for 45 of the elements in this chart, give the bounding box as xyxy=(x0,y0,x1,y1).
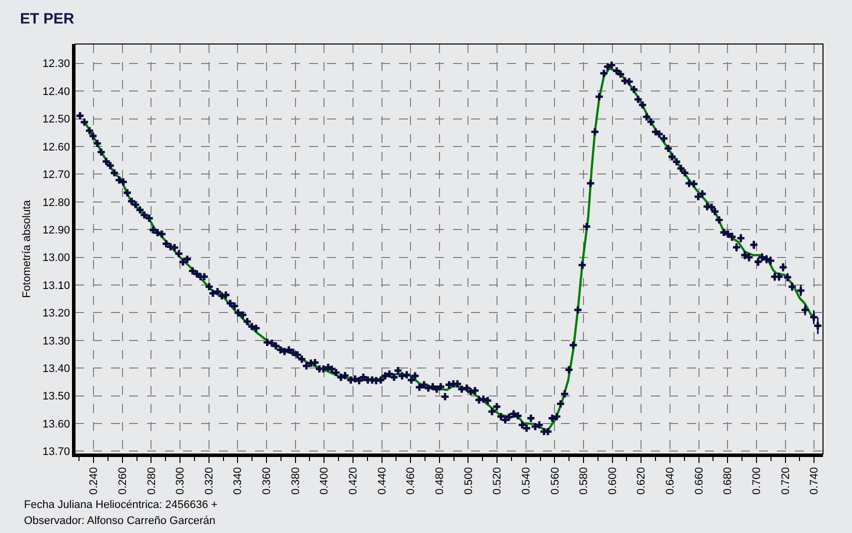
y-tick-label: 12.70 xyxy=(42,169,70,182)
y-tick-label: 12.60 xyxy=(42,141,70,154)
y-tick-label: 13.30 xyxy=(42,335,70,348)
chart-title: ET PER xyxy=(20,10,74,28)
x-tick-label: 0.340 xyxy=(232,467,244,495)
y-tick-label: 12.30 xyxy=(42,58,70,70)
x-tick-label: 0.660 xyxy=(693,467,706,495)
x-tick-label: 0.380 xyxy=(290,467,302,495)
y-tick-label: 13.40 xyxy=(42,362,70,375)
x-tick-label: 0.500 xyxy=(462,467,475,495)
x-tick-label: 0.460 xyxy=(405,467,418,495)
x-axis-title: Fecha Juliana Heliocéntrica: 2456636 + xyxy=(24,499,218,511)
x-tick-label: 0.240 xyxy=(88,467,100,495)
x-tick-label: 0.580 xyxy=(578,467,590,495)
x-tick-label: 0.360 xyxy=(261,467,274,495)
x-tick-label: 0.320 xyxy=(203,467,216,495)
y-tick-label: 12.90 xyxy=(42,224,70,236)
y-tick-label: 12.80 xyxy=(42,196,70,209)
y-tick-label: 12.40 xyxy=(42,86,70,98)
x-tick-label: 0.480 xyxy=(434,467,446,495)
x-tick-label: 0.600 xyxy=(606,467,619,495)
x-tick-label: 0.520 xyxy=(492,467,504,495)
x-tick-label: 0.700 xyxy=(751,467,764,495)
x-tick-label: 0.260 xyxy=(116,467,129,495)
x-tick-label: 0.720 xyxy=(780,467,792,495)
x-tick-label: 0.640 xyxy=(664,467,677,495)
text: Observador: Alfonso Carreño Garcerán xyxy=(24,515,216,527)
x-tick-label: 0.440 xyxy=(376,467,388,495)
y-tick-label: 13.50 xyxy=(42,390,70,403)
x-tick-label: 0.620 xyxy=(636,467,648,495)
y-axis-title: Fotometría absoluta xyxy=(21,199,34,298)
y-tick-label: 12.50 xyxy=(42,114,70,126)
x-tick-label: 0.680 xyxy=(722,467,734,495)
x-tick-label: 0.400 xyxy=(318,467,331,495)
y-tick-label: 13.60 xyxy=(42,418,70,430)
x-tick-label: 0.560 xyxy=(549,467,562,495)
x-tick-label: 0.420 xyxy=(348,467,360,495)
x-tick-label: 0.540 xyxy=(520,467,532,495)
y-tick-label: 13.10 xyxy=(42,280,70,292)
x-tick-label: 0.740 xyxy=(808,467,821,495)
y-tick-label: 13.00 xyxy=(42,252,70,264)
x-tick-label: 0.300 xyxy=(174,467,187,495)
y-tick-label: 13.20 xyxy=(42,308,70,320)
x-tick-label: 0.280 xyxy=(146,467,158,495)
y-tick-label: 13.70 xyxy=(42,446,70,458)
